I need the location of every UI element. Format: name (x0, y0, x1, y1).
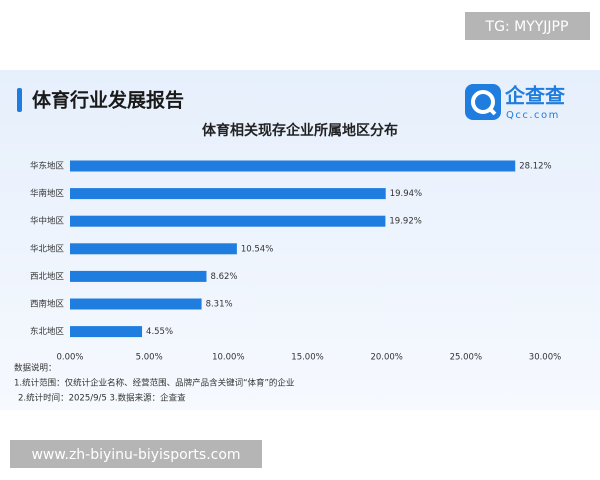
data-label: 4.55% (146, 327, 173, 337)
x-tick-label: 25.00% (450, 353, 482, 363)
logo-icon (465, 84, 501, 120)
watermark-box (10, 440, 262, 468)
note: 2.统计时间：2025/9/5 3.数据来源：企查查 (18, 393, 186, 404)
bar (70, 188, 386, 200)
y-tick-label: 华南地区 (30, 188, 65, 199)
bar (70, 160, 516, 172)
bar (70, 326, 143, 338)
y-tick-label: 华东地区 (30, 161, 65, 172)
logo-name: 企查查 (504, 84, 565, 108)
y-tick-label: 西北地区 (30, 271, 65, 282)
note: 1.统计范围：仅统计企业名称、经营范围、品牌产品含关键词“体育”的企业 (14, 378, 294, 389)
logo-url: Qcc.com (506, 110, 560, 121)
chart-title: 体育相关现存企业所属地区分布 (202, 122, 398, 139)
y-tick-label: 西南地区 (30, 299, 65, 310)
x-tick-label: 5.00% (136, 353, 163, 363)
data-label: 28.12% (519, 162, 551, 172)
watermark-bottom: www.zh-biyinu-biyisports.com (31, 447, 240, 463)
bar (70, 270, 207, 282)
data-label: 10.54% (241, 244, 273, 254)
watermark-top: TG: MYYJJPP (485, 19, 569, 35)
x-tick-label: 0.00% (56, 353, 83, 363)
header: 体育行业发展报告 (32, 89, 184, 112)
y-tick-label: 东北地区 (30, 326, 65, 337)
x-tick-label: 20.00% (370, 353, 402, 363)
data-label: 8.31% (206, 300, 233, 310)
x-tick-label: 15.00% (291, 353, 323, 363)
note: 数据说明： (14, 363, 57, 374)
y-tick-label: 华中地区 (30, 216, 65, 227)
logo-ring (471, 90, 495, 114)
data-label: 19.92% (389, 217, 421, 227)
data-label: 8.62% (210, 272, 237, 282)
watermark-box (465, 12, 590, 40)
bar (70, 243, 237, 255)
bar (70, 298, 202, 310)
card (0, 70, 600, 410)
logo-tail (487, 106, 497, 116)
x-tick-label: 10.00% (212, 353, 244, 363)
x-tick-label: 30.00% (529, 353, 561, 363)
bar (70, 215, 386, 227)
header-bar (17, 88, 22, 112)
data-label: 19.94% (390, 189, 422, 199)
y-tick-label: 华北地区 (30, 243, 65, 254)
